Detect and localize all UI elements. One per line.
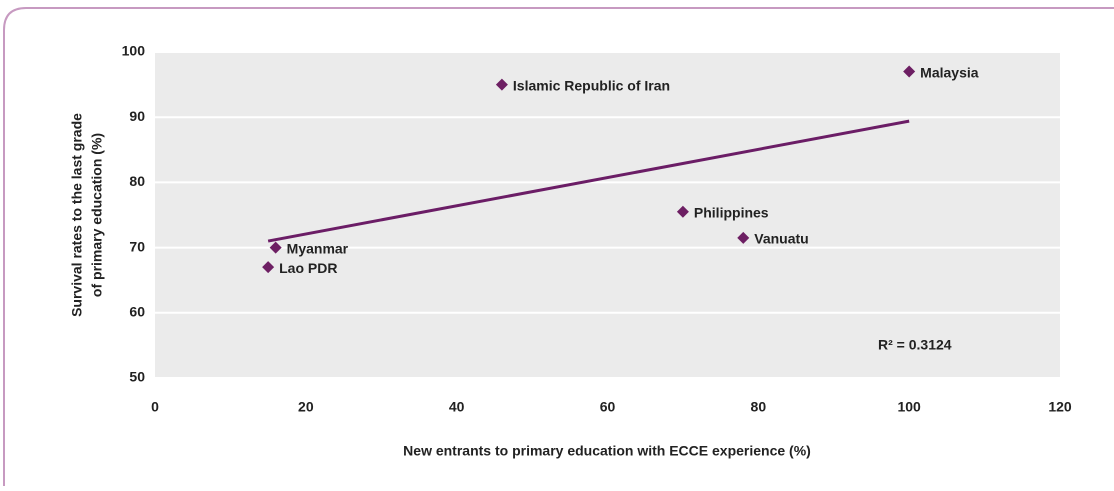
x-tick-label: 20 [298,399,314,415]
annotation: R² = 0.3124 [878,337,952,353]
scatter-point [676,205,689,218]
scatter-point [737,231,750,244]
y-tick-label: 90 [129,108,145,124]
x-tick-label: 120 [1048,399,1072,415]
x-tick-label: 0 [151,399,159,415]
plot-area [155,52,1060,378]
point-label: Lao PDR [279,260,337,276]
y-tick-label: 70 [129,238,145,254]
y-tick-label: 50 [129,369,145,385]
scatter-point [262,261,275,274]
point-label: Islamic Republic of Iran [513,77,670,93]
y-axis-title: Survival rates to the last grade [69,113,85,317]
point-label: Philippines [694,204,769,220]
point-label: Vanuatu [754,231,808,247]
scatter-point [903,65,916,78]
y-axis-title: of primary education (%) [89,133,105,297]
x-tick-label: 80 [751,399,767,415]
trend-line [267,119,910,243]
y-tick-label: 60 [129,304,145,320]
y-tick-label: 80 [129,173,145,189]
x-axis-title: New entrants to primary education with E… [403,443,811,459]
point-label: Malaysia [920,64,979,80]
x-tick-label: 40 [449,399,465,415]
y-tick-label: 100 [122,43,146,59]
frame [3,7,1114,486]
x-tick-label: 60 [600,399,616,415]
x-tick-label: 100 [897,399,921,415]
point-label: Myanmar [287,240,349,256]
scatter-point [269,241,282,254]
scatter-point [495,78,508,91]
